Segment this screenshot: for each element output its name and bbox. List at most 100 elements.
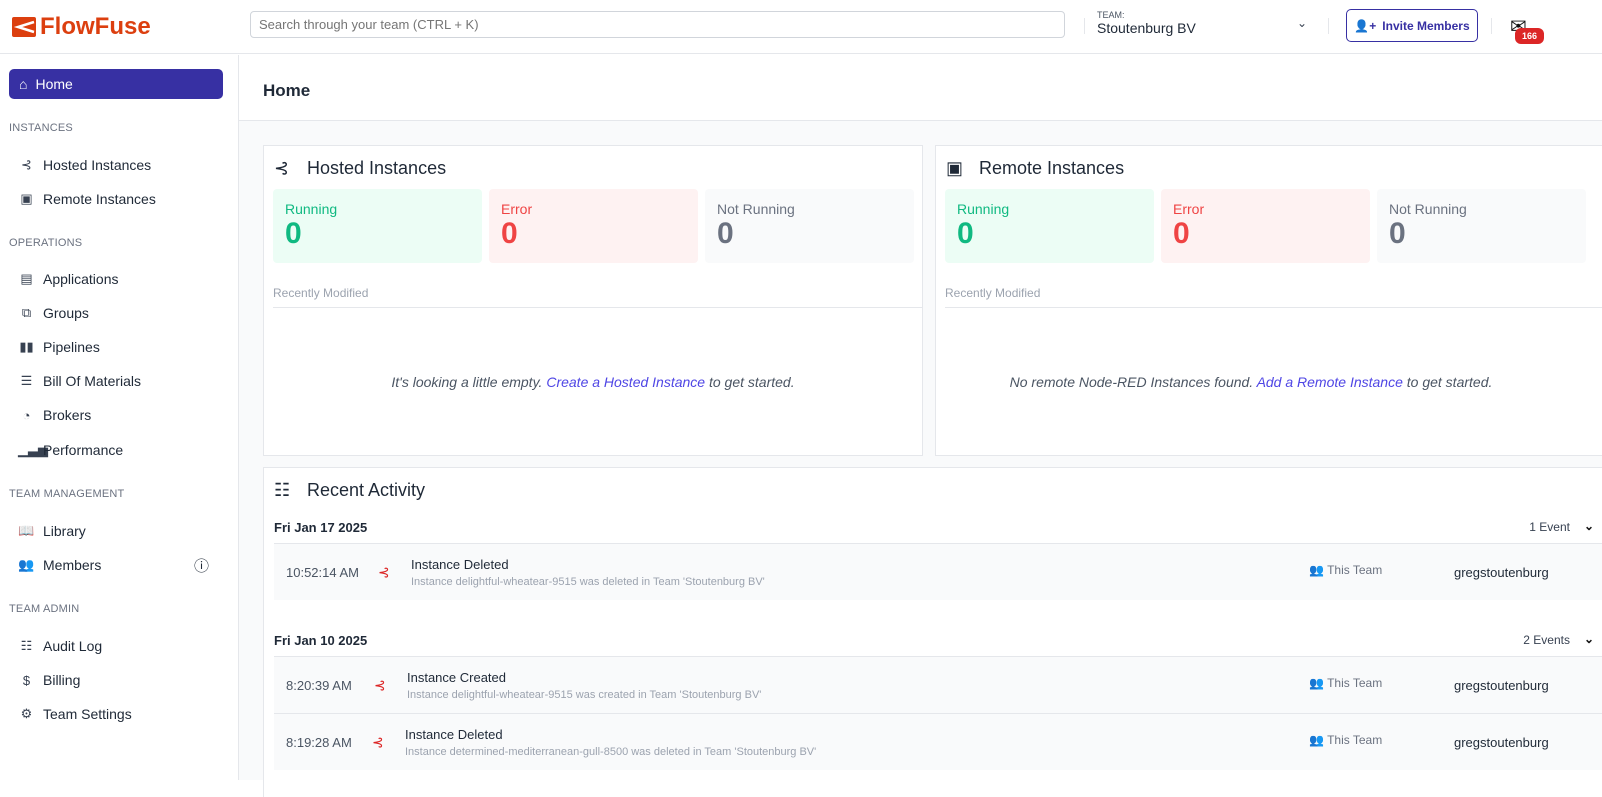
sidebar: ⌂ Home INSTANCES ⊰ Hosted Instances ▣ Remot… <box>0 55 239 780</box>
invite-label: Invite Members <box>1382 18 1470 33</box>
divider <box>273 307 922 308</box>
chart-bar-icon: ▁▃▅ <box>18 442 48 457</box>
day-header[interactable]: Fri Jan 10 2025 2 Events ⌄ <box>274 632 1602 648</box>
card-title: Recent Activity <box>307 480 426 500</box>
card-title[interactable]: Hosted Instances <box>307 158 447 178</box>
error-stat[interactable]: Error 0 <box>489 189 698 263</box>
chevron-down-icon[interactable]: ⌄ <box>1583 519 1594 533</box>
page-title: Home <box>263 81 311 100</box>
sidebar-item-label: Bill Of Materials <box>43 373 142 389</box>
sidebar-item-label: Hosted Instances <box>43 157 152 173</box>
team-icon: 👥 <box>1309 733 1328 747</box>
create-hosted-instance-link[interactable]: Create a Hosted Instance <box>546 374 706 390</box>
event-scope: 👥 This Team <box>1309 563 1382 577</box>
sidebar-item-library[interactable]: 📖 Library <box>18 523 218 539</box>
divider <box>1328 18 1329 34</box>
not-running-stat[interactable]: Not Running 0 <box>1377 189 1586 263</box>
event-count: 1 Event <box>1529 520 1570 534</box>
recent-activity-card: ☷ Recent Activity Fri Jan 17 2025 1 Event… <box>263 467 1602 797</box>
sidebar-item-audit-log[interactable]: ☷ Audit Log <box>18 638 218 654</box>
activity-row[interactable]: 8:20:39 AM ⊰ Instance Created Instance d… <box>274 656 1602 713</box>
sidebar-item-applications[interactable]: ▤ Applications <box>18 271 218 287</box>
sidebar-item-members[interactable]: 👥 Members ⓘ <box>18 557 218 575</box>
event-user: gregstoutenburg <box>1454 678 1549 693</box>
event-description: Instance delightful-wheatear-9515 was de… <box>411 576 765 588</box>
event-title: Instance Deleted <box>411 557 509 572</box>
event-scope: 👥 This Team <box>1309 733 1382 747</box>
empty-text: to get started. <box>1402 374 1493 390</box>
empty-text: No remote Node-RED Instances found. <box>1009 374 1257 390</box>
sidebar-item-label: Brokers <box>43 407 92 423</box>
database-icon: ☷ <box>274 480 291 500</box>
sidebar-item-label: Audit Log <box>43 638 103 654</box>
flowfuse-logo[interactable]: FlowFuse <box>12 13 151 41</box>
sidebar-item-groups[interactable]: ⧉ Groups <box>18 305 218 321</box>
title-bar: Home <box>239 55 1602 121</box>
stat-value: 0 <box>285 217 302 250</box>
book-icon: 📖 <box>18 523 35 538</box>
empty-text: to get started. <box>705 374 795 390</box>
pipelines-icon: ▮▮ <box>19 339 34 354</box>
recently-modified-label: Recently Modified <box>273 286 369 300</box>
event-title: Instance Deleted <box>405 727 503 742</box>
running-stat[interactable]: Running 0 <box>273 189 482 263</box>
day-date: Fri Jan 17 2025 <box>274 520 368 535</box>
chevron-down-icon[interactable]: ⌄ <box>1583 632 1594 646</box>
empty-state: No remote Node-RED Instances found. Add … <box>936 374 1566 390</box>
sidebar-item-billing[interactable]: $ Billing <box>18 672 218 688</box>
team-icon: 👥 <box>1309 563 1328 577</box>
recently-modified-label: Recently Modified <box>945 286 1041 300</box>
stat-label: Error <box>501 201 533 217</box>
team-label: TEAM: <box>1097 10 1125 20</box>
section-instances: INSTANCES <box>9 122 73 134</box>
stat-label: Not Running <box>1389 201 1467 217</box>
section-operations: OPERATIONS <box>9 237 83 249</box>
running-stat[interactable]: Running 0 <box>945 189 1154 263</box>
team-name: Stoutenburg BV <box>1097 20 1196 36</box>
top-header: FlowFuse TEAM: Stoutenburg BV ⌄ 👤+ Invite… <box>0 0 1602 54</box>
event-user: gregstoutenburg <box>1454 735 1549 750</box>
empty-text: It's looking a little empty. <box>391 374 547 390</box>
notifications-badge[interactable]: 166 <box>1515 28 1545 44</box>
chevron-down-icon[interactable]: ⌄ <box>1297 16 1308 30</box>
sidebar-item-pipelines[interactable]: ▮▮ Pipelines <box>18 339 218 355</box>
sidebar-item-bill-of-materials[interactable]: ☰ Bill Of Materials <box>18 373 218 389</box>
instance-icon: ⊰ <box>378 564 390 580</box>
scope-label: This Team <box>1327 733 1383 747</box>
sidebar-item-label: Billing <box>43 672 81 688</box>
sidebar-item-brokers[interactable]: ◔ Brokers <box>18 407 218 423</box>
event-title: Instance Created <box>407 670 507 685</box>
error-stat[interactable]: Error 0 <box>1161 189 1370 263</box>
day-header[interactable]: Fri Jan 17 2025 1 Event ⌄ <box>274 519 1602 535</box>
scope-label: This Team <box>1327 676 1383 690</box>
stat-label: Error <box>1173 201 1205 217</box>
database-icon: ☷ <box>20 638 33 653</box>
main-content: Home ⊰ Hosted Instances Running 0 Error 0 … <box>239 55 1602 797</box>
not-running-stat[interactable]: Not Running 0 <box>705 189 914 263</box>
event-time: 8:20:39 AM <box>286 678 352 693</box>
gear-icon: ⚙ <box>20 706 33 721</box>
sidebar-item-hosted-instances[interactable]: ⊰ Hosted Instances <box>18 157 218 173</box>
team-selector[interactable]: TEAM: Stoutenburg BV <box>1097 10 1196 36</box>
event-description: Instance determined-mediterranean-gull-8… <box>405 746 817 758</box>
sidebar-item-remote-instances[interactable]: ▣ Remote Instances <box>18 191 218 207</box>
event-count: 2 Events <box>1523 633 1570 647</box>
scope-label: This Team <box>1327 563 1383 577</box>
chip-icon: ▣ <box>20 191 33 206</box>
add-remote-instance-link[interactable]: Add a Remote Instance <box>1256 374 1403 390</box>
empty-state: It's looking a little empty. Create a Ho… <box>264 374 922 390</box>
activity-row[interactable]: 8:19:28 AM ⊰ Instance Deleted Instance d… <box>274 713 1602 770</box>
sidebar-item-label: Performance <box>43 442 124 458</box>
groups-icon: ⧉ <box>21 305 32 320</box>
rss-icon: ◔ <box>22 407 31 423</box>
sidebar-item-performance[interactable]: ▁▃▅ Performance <box>18 442 218 458</box>
event-user: gregstoutenburg <box>1454 565 1549 580</box>
flowfuse-logo-icon <box>12 17 36 37</box>
sidebar-item-team-settings[interactable]: ⚙ Team Settings <box>18 706 218 722</box>
stat-value: 0 <box>501 217 518 250</box>
activity-row[interactable]: 10:52:14 AM ⊰ Instance Deleted Instance … <box>274 543 1602 600</box>
search-input[interactable] <box>250 11 1065 38</box>
card-title[interactable]: Remote Instances <box>979 158 1125 178</box>
sidebar-item-home[interactable]: ⌂ Home <box>9 69 223 99</box>
invite-members-button[interactable]: 👤+ Invite Members <box>1346 9 1478 42</box>
